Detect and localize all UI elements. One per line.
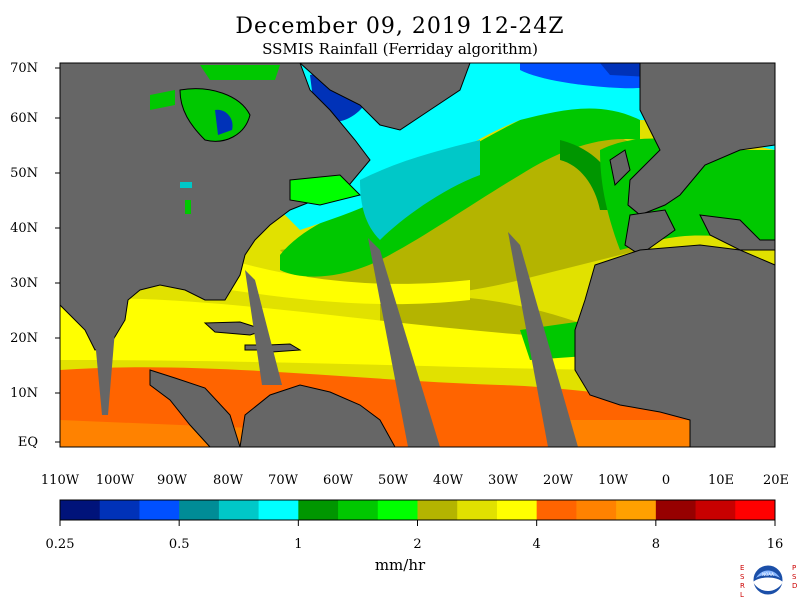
lon-label: 30W [488,473,519,488]
lon-label: 10E [708,473,734,488]
colorbar-tick-label: 8 [652,537,660,552]
map-panel [59,62,776,448]
logo-letter: S [740,573,745,581]
colorbar-tick-label: 0.5 [169,537,190,552]
colorbar-tick-label: 0.25 [46,537,75,552]
lon-label: 70W [268,473,299,488]
colorbar [59,499,776,521]
map-subtitle: SSMIS Rainfall (Ferriday algorithm) [262,40,538,58]
map-title: December 09, 2019 12-24Z [235,14,565,39]
lat-label: 50N [10,166,38,181]
logo-letter: S [792,573,797,581]
colorbar-swatch [139,500,180,520]
colorbar-swatch [298,500,339,520]
lon-label: 90W [157,473,188,488]
colorbar-swatch [655,500,697,520]
lon-label: 110W [41,473,80,488]
colorbar-swatch [377,500,418,520]
colorbar-swatch [695,500,736,520]
colorbar-swatch [457,500,498,520]
colorbar-swatch [417,500,458,520]
logo-letter: P [792,564,796,572]
colorbar-swatch [218,500,260,520]
logo-letter: L [740,591,744,599]
lat-label: 30N [10,276,38,291]
lat-label: 20N [10,331,38,346]
lon-label: 20E [763,473,789,488]
colorbar-tick-label: 16 [767,537,784,552]
colorbar-swatch [496,500,538,520]
logo-letter: D [792,582,797,590]
colorbar-swatch [576,500,617,520]
colorbar-swatch [99,500,140,520]
lat-label: 70N [10,61,38,76]
lon-label: 20W [543,473,574,488]
logo-letter: E [740,564,744,572]
lon-label: 0 [662,473,670,488]
lon-label: 100W [96,473,135,488]
lat-label: EQ [18,435,38,450]
colorbar-tick-label: 4 [533,537,541,552]
colorbar-swatch [735,500,776,520]
lat-label: 10N [10,386,38,401]
colorbar-swatch [60,500,101,520]
colorbar-swatch [179,500,220,520]
colorbar-swatch [258,500,299,520]
colorbar-unit: mm/hr [374,556,426,574]
colorbar-tick-label: 2 [413,537,421,552]
lon-label: 10W [598,473,629,488]
colorbar-swatch [536,500,577,520]
lon-label: 80W [213,473,244,488]
colorbar-swatch [616,500,657,520]
lon-label: 50W [378,473,409,488]
logo-name: NOAA [762,572,774,577]
lat-label: 40N [10,221,38,236]
lon-label: 40W [433,473,464,488]
colorbar-tick-label: 1 [294,537,302,552]
latitude-axis: 70N 60N 50N 40N 30N 20N 10N EQ [10,61,60,450]
lat-label: 60N [10,111,38,126]
longitude-axis: 110W 100W 90W 80W 70W 60W 50W 40W 30W 20W 10W 0 10E 2… [41,473,789,488]
logo-letter: R [740,582,745,590]
lon-label: 60W [323,473,354,488]
colorbar-swatch [338,500,379,520]
noaa-logo: E S R L NOAA P S D [740,564,797,599]
map-frame [59,62,776,448]
colorbar-ticks: 0.25 0.5 1 2 4 8 16 [46,520,784,552]
